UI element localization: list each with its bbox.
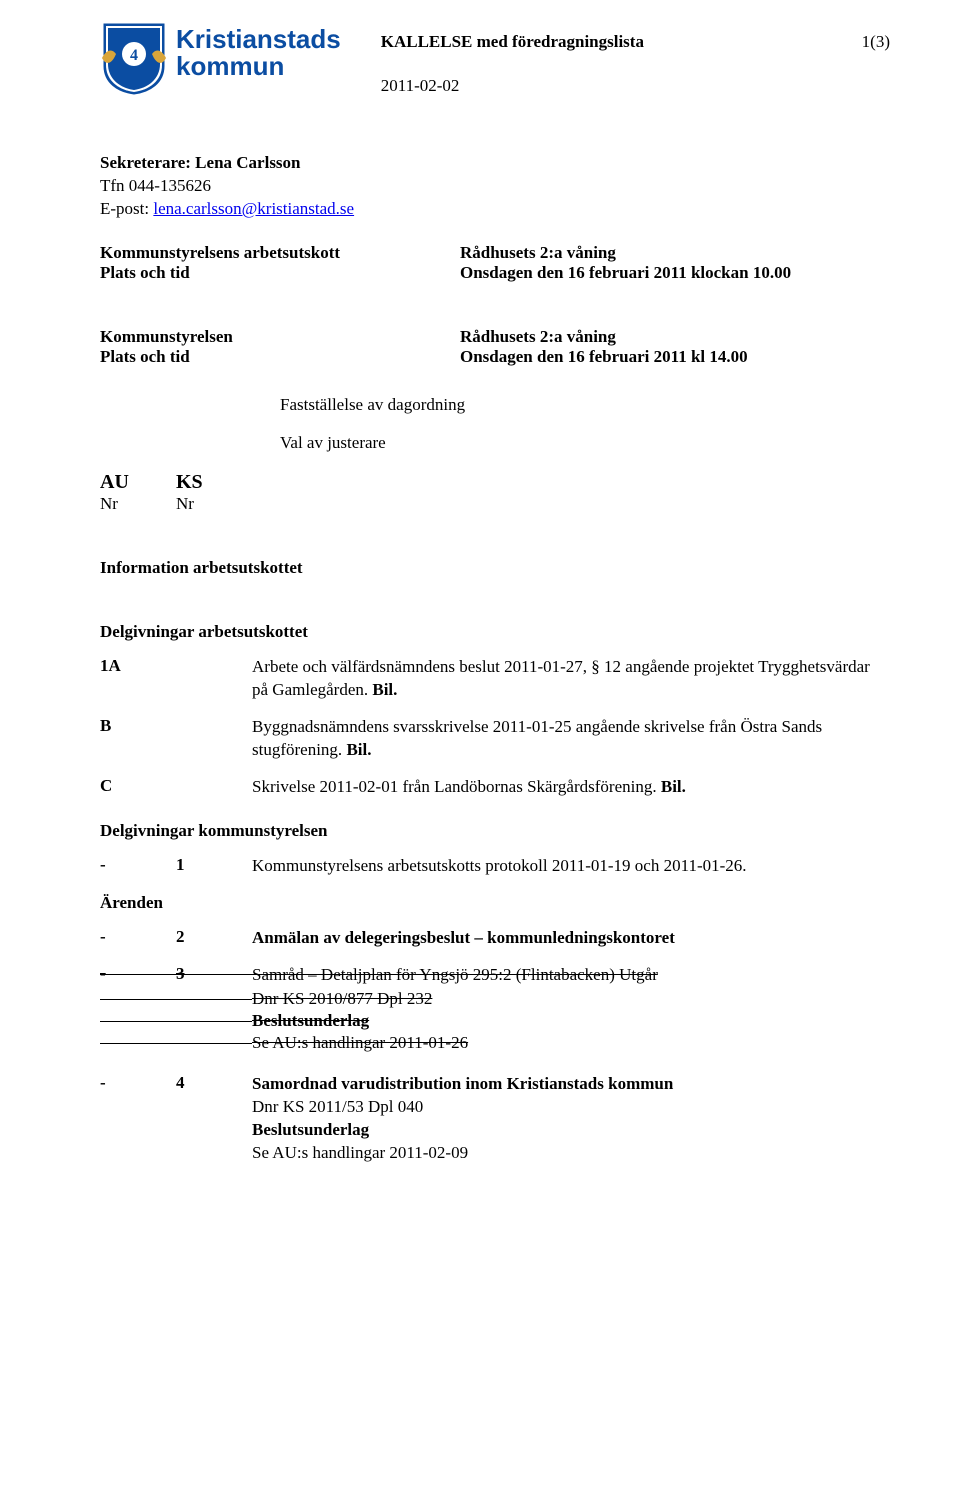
row-c1: - [100,1073,176,1093]
agenda-justerare: Val av justerare [280,433,890,453]
row-title: Samråd – Detaljplan för Yngsjö 295:2 (Fl… [252,965,658,984]
row-text: Skrivelse 2011-02-01 från Landöbornas Sk… [252,776,890,799]
email-line: E-post: lena.carlsson@kristianstad.se [100,198,890,221]
phone: Tfn 044-135626 [100,175,890,198]
meeting-ks-name: Kommunstyrelsen [100,327,460,347]
meeting-au-name: Kommunstyrelsens arbetsutskott [100,243,460,263]
section-info-au: Information arbetsutskottet [100,558,890,578]
meeting-ks: Kommunstyrelsen Plats och tid Rådhusets … [100,327,890,367]
section-delg-ks: Delgivningar kommunstyrelsen [100,821,890,841]
arende-3: - 3 Samråd – Detaljplan för Yngsjö 295:2… [100,964,890,987]
delg-ks-row-1: - 1 Kommunstyrelsens arbetsutskotts prot… [100,855,890,878]
arende-3-ref: Se AU:s handlingar 2011-01-26 [100,1033,890,1053]
col-au-nr: Nr [100,494,176,514]
section-delg-au: Delgivningar arbetsutskottet [100,622,890,642]
section-arenden: Ärenden [100,893,890,913]
col-ks: KS [176,471,252,494]
meeting-ks-place-label: Plats och tid [100,347,460,367]
secretary: Sekreterare: Lena Carlsson [100,152,890,175]
meeting-au-time: Onsdagen den 16 februari 2011 klockan 10… [460,263,890,283]
row-title: Anmälan av delegeringsbeslut – kommunled… [252,928,675,947]
arende-4: - 4 Samordnad varudistribution inom Kris… [100,1073,890,1165]
row-dnr: Dnr KS 2011/53 Dpl 040 [252,1096,890,1119]
meeting-au-place-label: Plats och tid [100,263,460,283]
meeting-au: Kommunstyrelsens arbetsutskott Plats och… [100,243,890,283]
email-link[interactable]: lena.carlsson@kristianstad.se [153,199,354,218]
logo: 4 Kristianstads kommun [100,20,341,96]
row-code: 1A [100,656,176,676]
row-c1: - [100,964,106,983]
contact-block: Sekreterare: Lena Carlsson Tfn 044-13562… [100,152,890,221]
logo-line2: kommun [176,53,341,80]
arende-3-underlag: Beslutsunderlag [100,1011,890,1031]
row-text: Byggnadsnämndens svarsskrivelse 2011-01-… [252,716,890,762]
row-text: Arbete och välfärdsnämndens beslut 2011-… [252,656,890,702]
row-text: Kommunstyrelsens arbetsutskotts protokol… [252,855,890,878]
page-number: 1(3) [862,32,890,52]
logo-text: Kristianstads kommun [176,20,341,81]
row-c2: 1 [176,855,252,875]
col-au: AU [100,471,176,494]
meeting-ks-time: Onsdagen den 16 februari 2011 kl 14.00 [460,347,890,367]
delg-au-row-b: B Byggnadsnämndens svarsskrivelse 2011-0… [100,716,890,762]
row-c1: - [100,855,176,875]
header-meta: KALLELSE med föredragningslista 1(3) 201… [341,20,890,96]
row-code: B [100,716,176,736]
row-underlag: Beslutsunderlag [252,1119,890,1142]
email-label: E-post: [100,199,149,218]
header-row: 4 Kristianstads kommun KALLELSE med före… [100,20,890,96]
crest-icon: 4 [100,20,168,96]
svg-text:4: 4 [130,47,138,64]
row-c2: 3 [176,964,185,983]
row-c2: 2 [176,927,252,947]
meeting-au-room: Rådhusets 2:a våning [460,243,890,263]
row-c2: 4 [176,1073,252,1093]
arende-2: - 2 Anmälan av delegeringsbeslut – kommu… [100,927,890,950]
fixed-agenda: Fastställelse av dagordning Val av juste… [280,395,890,453]
logo-line1: Kristianstads [176,26,341,53]
meeting-ks-room: Rådhusets 2:a våning [460,327,890,347]
doc-title: KALLELSE med föredragningslista [381,32,644,52]
delg-au-row-c: C Skrivelse 2011-02-01 från Landöbornas … [100,776,890,799]
column-headers: AU Nr KS Nr [100,471,890,514]
page: 4 Kristianstads kommun KALLELSE med före… [0,0,960,1205]
row-title: Samordnad varudistribution inom Kristian… [252,1074,673,1093]
col-ks-nr: Nr [176,494,252,514]
row-c1: - [100,927,176,947]
agenda-faststallelse: Fastställelse av dagordning [280,395,890,415]
row-code: C [100,776,176,796]
doc-date: 2011-02-02 [381,76,890,96]
row-ref: Se AU:s handlingar 2011-02-09 [252,1142,890,1165]
arende-3-dnr: Dnr KS 2010/877 Dpl 232 [100,989,890,1009]
delg-au-row-1a: 1A Arbete och välfärdsnämndens beslut 20… [100,656,890,702]
